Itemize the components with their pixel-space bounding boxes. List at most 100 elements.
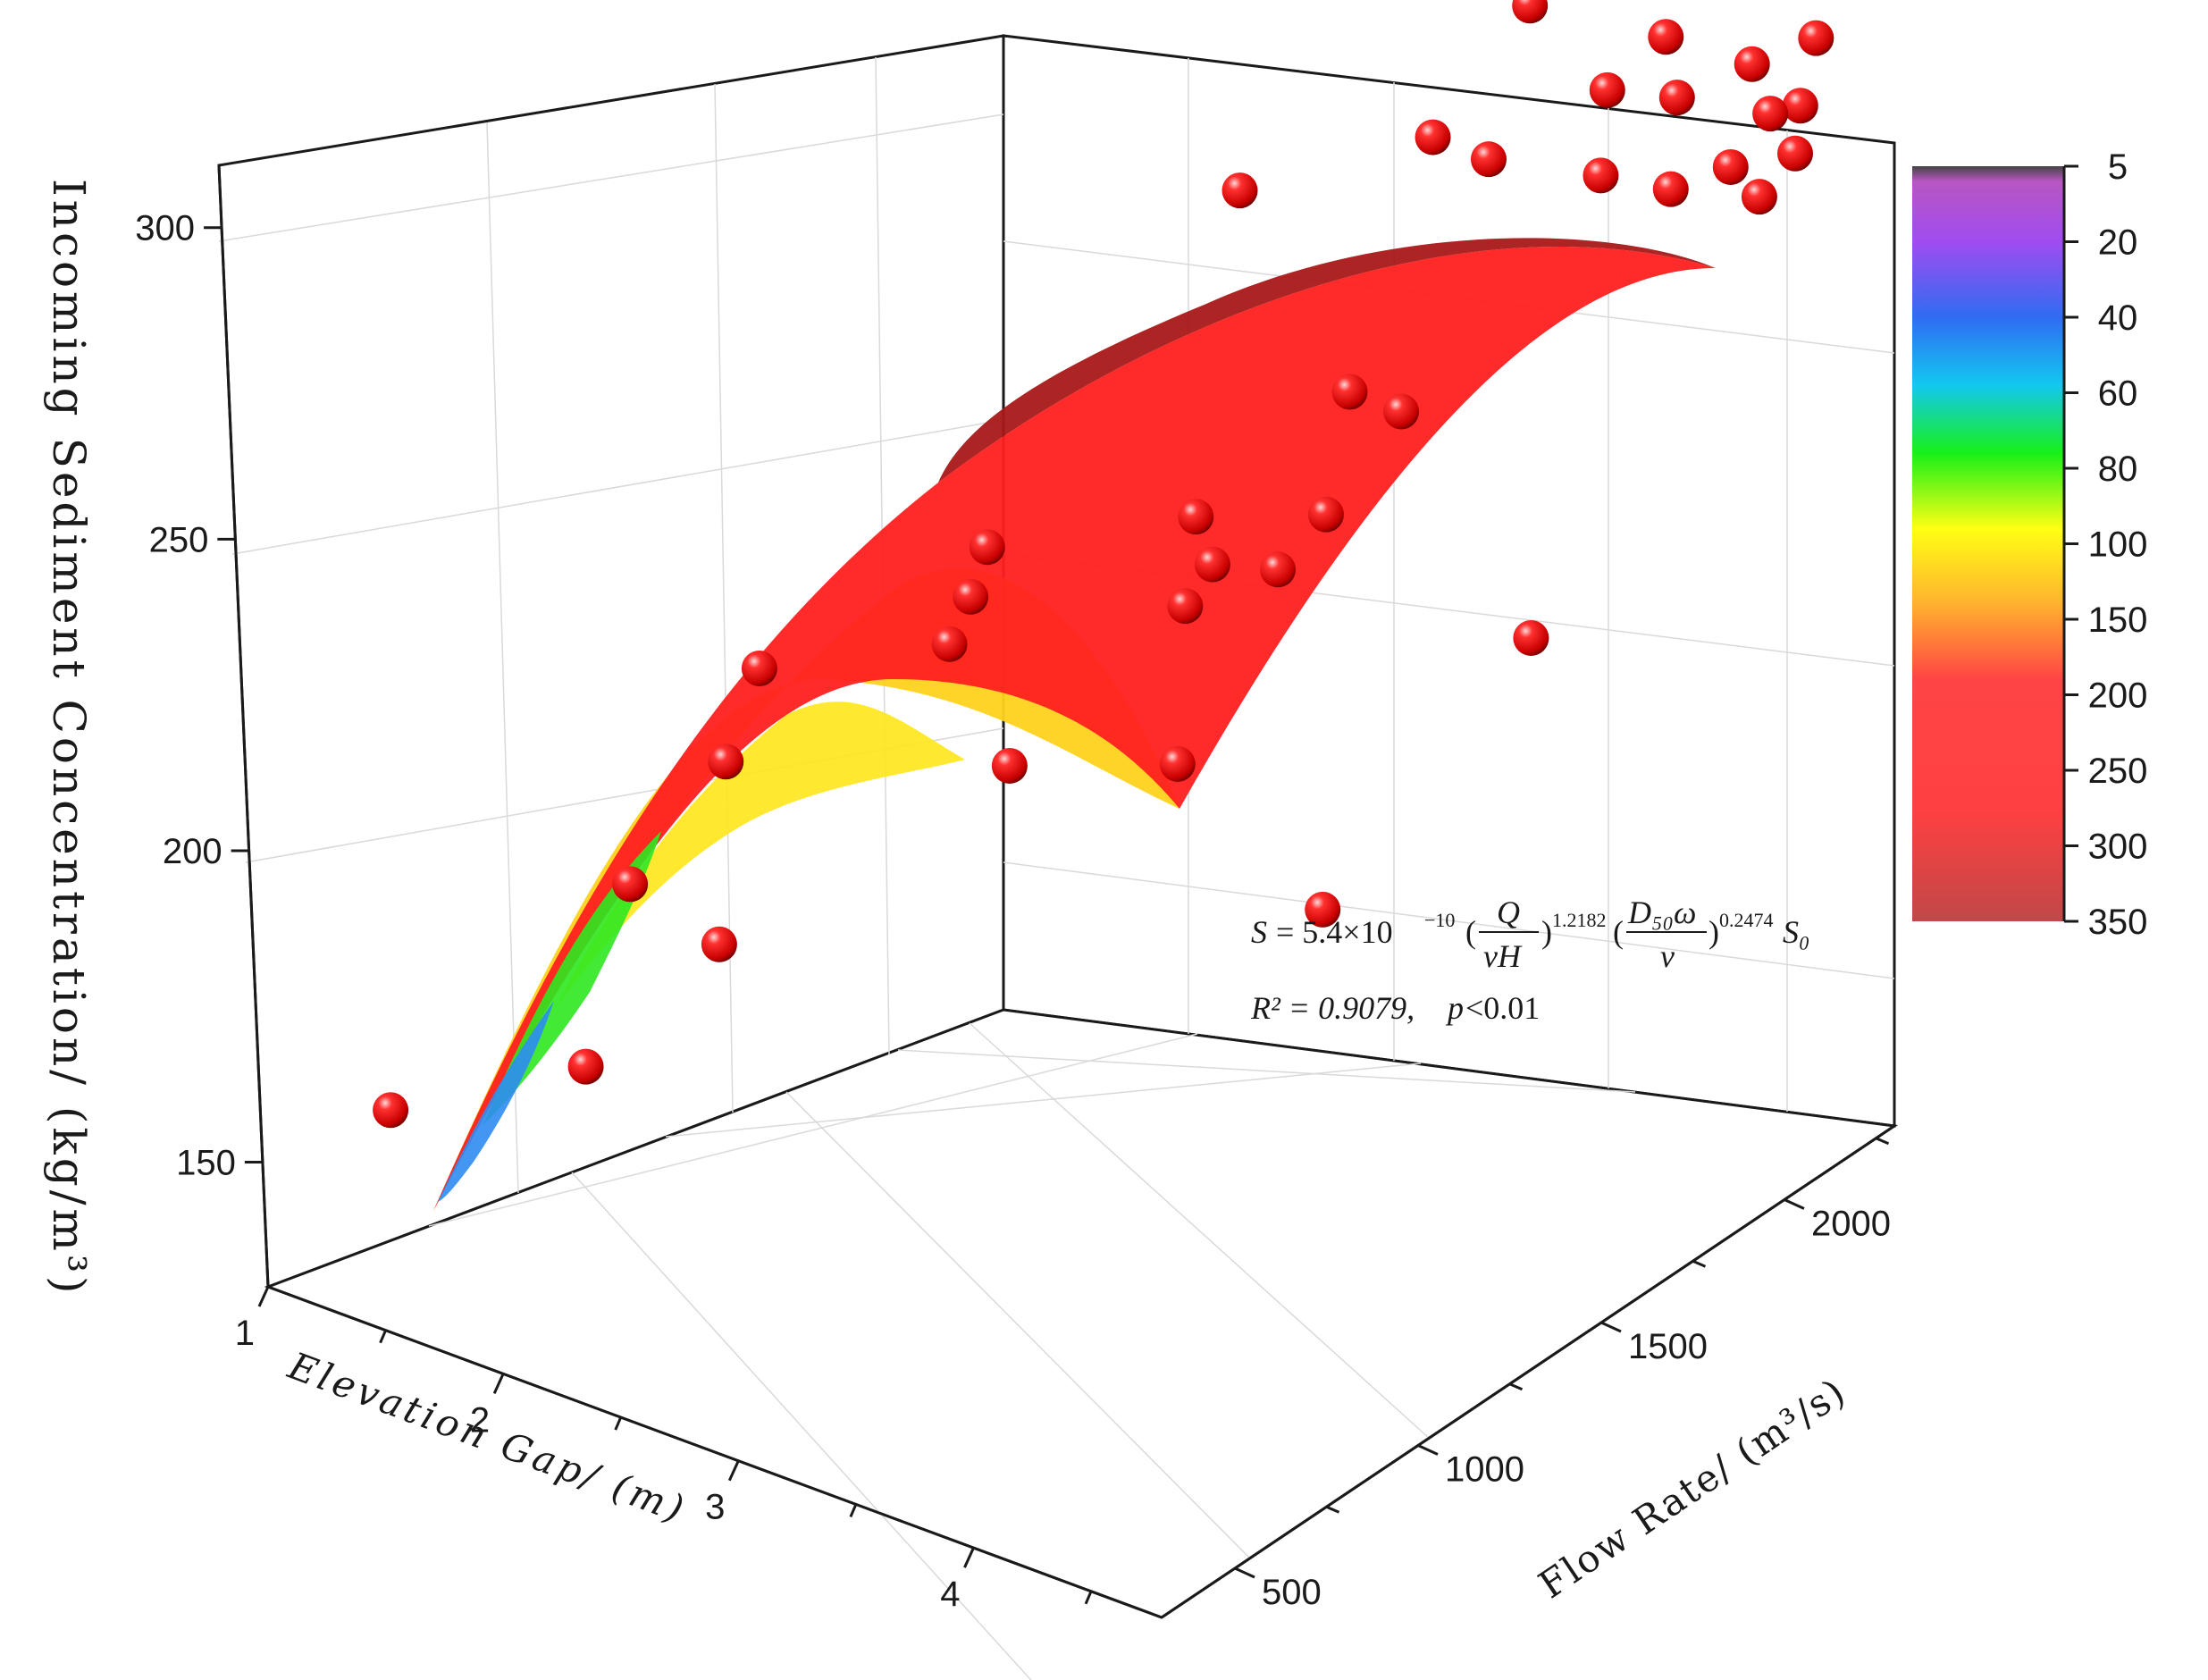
eq-tail: S₀	[1783, 914, 1810, 950]
data-point	[1798, 20, 1834, 56]
data-point	[1512, 0, 1549, 24]
equation-annotation: S = 5.4×10 −10 ( Q νH ) 1.2182 ( D₅₀ω ν …	[1250, 895, 1810, 1026]
eq-exp-2: 0.2474	[1719, 909, 1774, 931]
y-tick-mark	[1600, 1321, 1622, 1333]
eq-f1-num: Q	[1497, 895, 1520, 930]
colorbar-tick-label: 350	[2088, 903, 2148, 942]
data-point	[1589, 71, 1625, 108]
y-axis-ticks: 500 1000 1500 2000	[1234, 1137, 1891, 1612]
colorbar: 5 20 40 60 80 100 150 200 250 300 350	[1912, 147, 2147, 942]
y-tick-mark	[1234, 1567, 1255, 1579]
data-point	[1712, 148, 1749, 185]
eq-paren-1: (	[1465, 914, 1476, 950]
data-point	[1307, 496, 1344, 533]
z-tick-label: 200	[163, 832, 222, 871]
fitted-surface	[433, 238, 1716, 1212]
x-tick-label: 3	[705, 1488, 725, 1527]
z-axis-ticks: 150 200 250 300	[135, 209, 263, 1183]
data-point	[567, 1048, 604, 1085]
y-minor-tick	[1508, 1382, 1524, 1391]
data-point	[1415, 119, 1451, 155]
colorbar-tick-label: 40	[2098, 298, 2138, 338]
data-point	[1167, 588, 1204, 625]
axes	[217, 164, 1895, 1619]
data-point	[1583, 157, 1619, 194]
side-wall-grid	[218, 56, 1004, 1194]
colorbar-tick-label: 200	[2088, 676, 2148, 716]
eq-exp-1: 1.2182	[1552, 909, 1607, 931]
x-minor-tick	[614, 1416, 623, 1431]
y-tick-label: 1500	[1628, 1327, 1708, 1366]
y-tick-mark	[1784, 1198, 1805, 1210]
data-point	[741, 651, 777, 687]
eq-p-value: <0.01	[1465, 990, 1540, 1026]
data-point	[1513, 619, 1549, 656]
data-point	[1652, 171, 1689, 207]
x-tick-label: 2	[470, 1400, 490, 1440]
scatter-points	[373, 0, 1834, 1129]
z-tick-label: 150	[176, 1144, 236, 1183]
z-tick-label: 250	[149, 520, 209, 559]
x-tick-label: 1	[235, 1314, 255, 1353]
y-minor-tick	[1692, 1259, 1707, 1268]
x-axis-ticks: 1 2 3 4	[235, 1286, 1093, 1614]
colorbar-tick-label: 100	[2088, 525, 2148, 565]
data-point	[1194, 546, 1230, 583]
x-tick-mark	[492, 1373, 505, 1394]
eq-f1-den: νH	[1483, 938, 1523, 974]
eq-paren-2: )	[1541, 914, 1552, 950]
z-axis-title: Incoming Sediment Concentration/ (kg/m³)	[43, 179, 95, 1298]
data-point	[1752, 96, 1789, 132]
x-minor-tick	[379, 1330, 387, 1344]
x-tick-label: 4	[940, 1575, 960, 1614]
eq-lhs: S	[1251, 914, 1267, 950]
data-point	[1383, 393, 1420, 430]
y-tick-mark	[1417, 1444, 1439, 1456]
colorbar-tick-label: 5	[2108, 147, 2128, 187]
data-point	[1648, 19, 1684, 55]
x-tick-mark	[257, 1286, 270, 1307]
eq-coef: = 5.4×10	[1276, 914, 1393, 950]
floor-grid	[428, 1022, 1636, 1680]
z-axis-line	[217, 164, 270, 1288]
data-point	[1470, 141, 1507, 178]
data-point	[1741, 179, 1777, 215]
data-point	[1782, 88, 1818, 124]
z-tick-label: 300	[135, 209, 195, 248]
data-point	[1159, 745, 1196, 782]
y-minor-tick	[1875, 1137, 1890, 1146]
data-point	[1658, 80, 1695, 116]
eq-f2-num: D₅₀ω	[1627, 895, 1696, 930]
surface-top	[433, 246, 1716, 1212]
data-point	[1260, 551, 1297, 588]
eq-f2-den: ν	[1660, 938, 1675, 974]
eq-paren-3: (	[1613, 914, 1624, 950]
colorbar-tick-label: 60	[2098, 374, 2138, 414]
colorbar-ticks: 5 20 40 60 80 100 150 200 250 300 350	[2064, 147, 2147, 942]
x-tick-mark	[963, 1547, 975, 1568]
data-point	[612, 866, 649, 903]
data-point	[373, 1092, 409, 1129]
x-minor-tick	[1084, 1591, 1093, 1605]
data-point	[1331, 374, 1368, 410]
surface-blue-band	[438, 1001, 554, 1202]
data-point	[1178, 499, 1214, 535]
colorbar-tick-label: 300	[2088, 827, 2148, 867]
data-point	[1305, 891, 1341, 928]
data-point	[701, 926, 737, 962]
data-point	[953, 578, 989, 615]
colorbar-tick-label: 250	[2088, 752, 2148, 791]
surface-yellow-band	[554, 701, 965, 1010]
y-axis-title: Flow Rate/ (m³/s)	[1531, 1369, 1854, 1607]
x-axis-line	[267, 1285, 1163, 1619]
data-point	[1734, 46, 1770, 82]
data-point	[1222, 172, 1258, 209]
colorbar-tick-label: 80	[2098, 449, 2138, 489]
colorbar-gradient	[1912, 166, 2064, 921]
data-point	[931, 626, 968, 662]
colorbar-tick-label: 150	[2088, 601, 2148, 640]
eq-coef-exp: −10	[1424, 909, 1455, 931]
x-tick-mark	[727, 1460, 740, 1482]
data-point	[1777, 135, 1813, 172]
